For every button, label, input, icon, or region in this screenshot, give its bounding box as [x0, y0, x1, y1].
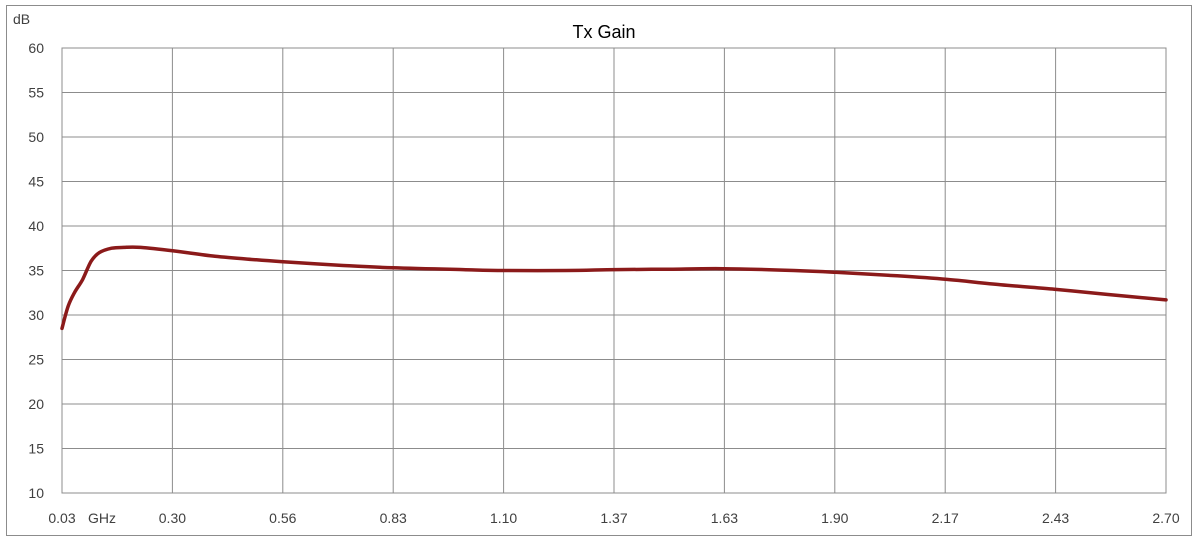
tx-gain-series-line: [60, 245, 1168, 331]
x-tick-label: 1.90: [821, 510, 848, 526]
y-tick-label: 40: [28, 218, 44, 234]
y-tick-label: 45: [28, 174, 44, 190]
tx-gain-chart: 10 15 20 25 30 35 40 45 50 55 60 0.03 0.30 0.56 0.83 1…: [13, 11, 1180, 526]
y-tick-label: 50: [28, 129, 44, 145]
x-tick-label: 0.03: [48, 510, 75, 526]
plot-area-border: [61, 47, 1167, 494]
y-tick-label: 30: [28, 307, 44, 323]
y-tick-label: 35: [28, 263, 44, 279]
y-tick-label: 15: [28, 441, 44, 457]
x-axis-unit-label: GHz: [88, 510, 116, 526]
y-tick-label: 60: [28, 40, 44, 56]
y-tick-label: 10: [28, 485, 44, 501]
x-tick-label: 1.10: [490, 510, 517, 526]
series-layer: [60, 245, 1168, 331]
x-tick-label: 2.43: [1042, 510, 1069, 526]
x-tick-label: 0.30: [159, 510, 186, 526]
x-tick-label: 2.17: [932, 510, 959, 526]
chart-title: Tx Gain: [572, 22, 635, 42]
x-tick-label: 1.63: [711, 510, 738, 526]
y-axis-tick-labels: 10 15 20 25 30 35 40 45 50 55 60: [28, 40, 44, 501]
x-tick-label: 2.70: [1152, 510, 1179, 526]
x-tick-label: 0.83: [380, 510, 407, 526]
x-tick-label: 0.56: [269, 510, 296, 526]
x-axis-tick-labels: 0.03 0.30 0.56 0.83 1.10 1.37 1.63 1.90 2.17 2.43…: [48, 510, 1179, 526]
y-tick-label: 25: [28, 352, 44, 368]
y-tick-label: 55: [28, 85, 44, 101]
y-axis-label: dB: [13, 11, 30, 27]
chart-frame: 10 15 20 25 30 35 40 45 50 55 60 0.03 0.30 0.56 0.83 1…: [6, 5, 1192, 536]
y-tick-label: 20: [28, 396, 44, 412]
x-tick-label: 1.37: [600, 510, 627, 526]
